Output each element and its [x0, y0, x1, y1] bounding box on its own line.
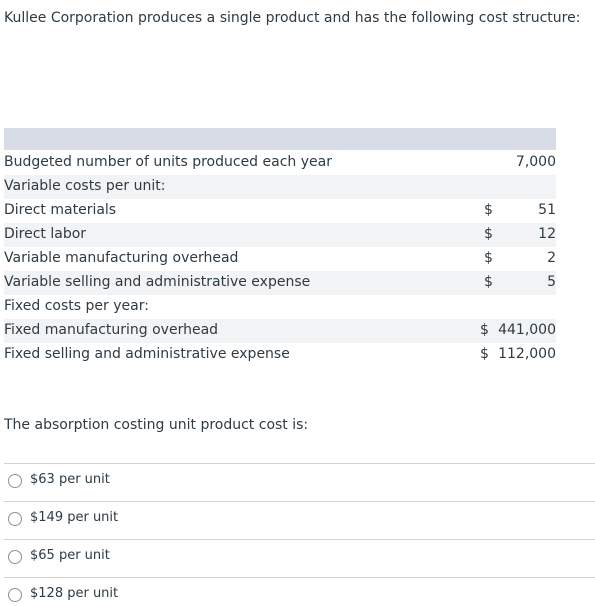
row-label: Variable manufacturing overhead — [4, 250, 239, 266]
table-row: Budgeted number of units produced each y… — [4, 151, 556, 175]
radio-button[interactable] — [8, 512, 22, 526]
currency-symbol: $ — [480, 322, 489, 338]
table-row: Fixed manufacturing overhead $441,000 — [4, 319, 556, 343]
question-text: The absorption costing unit product cost… — [4, 417, 309, 433]
row-amount: 5 — [547, 274, 556, 290]
row-label: Fixed manufacturing overhead — [4, 322, 219, 338]
table-row: Fixed selling and administrative expense… — [4, 343, 556, 367]
radio-button[interactable] — [8, 550, 22, 564]
row-amount: 441,000 — [498, 322, 556, 338]
option-text: $149 per unit — [30, 510, 119, 525]
separator — [4, 463, 595, 464]
row-label: Direct labor — [4, 226, 87, 242]
table-row: Variable costs per unit: — [4, 175, 556, 199]
currency-symbol: $ — [480, 346, 489, 362]
currency-symbol: $ — [484, 274, 493, 290]
radio-button[interactable] — [8, 474, 22, 488]
row-amount: 7,000 — [515, 154, 556, 170]
table-header — [4, 128, 556, 150]
table-row: Direct labor $12 — [4, 223, 556, 247]
intro-text: Kullee Corporation produces a single pro… — [4, 10, 581, 26]
currency-symbol: $ — [484, 226, 493, 242]
row-label: Variable selling and administrative expe… — [4, 274, 311, 290]
row-label: Variable costs per unit: — [4, 178, 166, 194]
option-text: $128 per unit — [30, 586, 119, 601]
currency-symbol: $ — [484, 250, 493, 266]
row-label: Fixed selling and administrative expense — [4, 346, 290, 362]
table-row: Variable manufacturing overhead $2 — [4, 247, 556, 271]
table-row: Fixed costs per year: — [4, 295, 556, 319]
separator — [4, 577, 595, 578]
option-text: $63 per unit — [30, 472, 110, 487]
table-row: Variable selling and administrative expe… — [4, 271, 556, 295]
row-label: Direct materials — [4, 202, 117, 218]
currency-symbol: $ — [484, 202, 493, 218]
table-row: Direct materials $51 — [4, 199, 556, 223]
row-amount: 51 — [538, 202, 556, 218]
row-amount: 2 — [547, 250, 556, 266]
option-text: $65 per unit — [30, 548, 110, 563]
separator — [4, 501, 595, 502]
row-amount: 112,000 — [498, 346, 556, 362]
radio-button[interactable] — [8, 588, 22, 602]
separator — [4, 539, 595, 540]
row-label: Fixed costs per year: — [4, 298, 149, 314]
row-amount: 12 — [538, 226, 556, 242]
row-label: Budgeted number of units produced each y… — [4, 154, 332, 170]
